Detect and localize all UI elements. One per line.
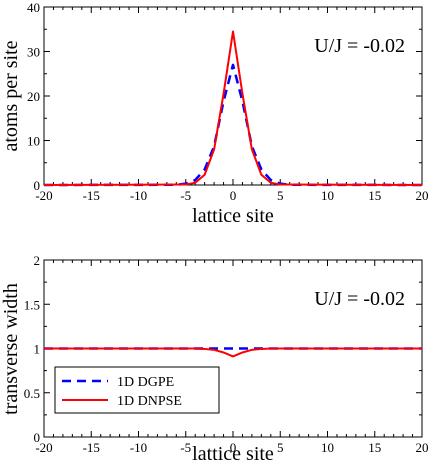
bottom-ytick-label: 1: [34, 342, 41, 357]
top-series-group: [43, 30, 423, 187]
top-xtick-label: 20: [416, 188, 429, 203]
bottom-series-group: [44, 347, 422, 358]
top-xtick-label: 5: [277, 188, 284, 203]
bottom-ytick-label: 0: [34, 430, 41, 445]
top-ytick-label: 10: [27, 134, 40, 149]
legend-label-dgpe: 1D DGPE: [117, 375, 174, 390]
bottom-xtick-label: -10: [130, 440, 147, 455]
bottom-ylabel: transverse width: [0, 283, 22, 415]
top-xtick-label: -10: [130, 188, 147, 203]
top-xtick-label: -5: [180, 188, 191, 203]
top-ticks: -20 -15 -10 -5 0 5 10 15 20 0 10 20 30 40: [27, 0, 429, 203]
bottom-panel: -20 -15 -10 -5 0 5 10 15 20 0 0.5 1 1.5 2 U/J = -0.02…: [0, 253, 429, 464]
bottom-ticks: -20 -15 -10 -5 0 5 10 15 20 0 0.5 1 1.5 2: [24, 253, 429, 455]
top-ytick-label: 20: [27, 89, 40, 104]
bottom-xtick-label: 0: [230, 440, 237, 455]
bottom-ytick-label: 0.5: [24, 386, 40, 401]
top-xtick-label: 15: [368, 188, 381, 203]
bottom-xtick-label: 5: [277, 440, 284, 455]
bottom-xtick-label: -15: [83, 440, 100, 455]
top-xtick-label: 0: [230, 188, 237, 203]
top-panel: -20 -15 -10 -5 0 5 10 15 20 0 10 20 30 40 U/J = -0.02…: [0, 0, 429, 227]
bottom-xtick-label: 10: [321, 440, 334, 455]
top-ytick-label: 0: [34, 178, 41, 193]
bottom-xlabel: lattice site: [192, 443, 274, 464]
bottom-annotation: U/J = -0.02: [314, 288, 405, 310]
top-xlabel: lattice site: [192, 205, 274, 227]
bottom-ytick-label: 1.5: [24, 297, 40, 312]
bottom-xtick-label: 15: [368, 440, 381, 455]
top-xtick-label: 10: [321, 188, 334, 203]
bottom-series-dnpse-line: [44, 347, 422, 358]
top-xtick-label: -20: [35, 188, 52, 203]
top-ytick-label: 40: [27, 0, 40, 15]
top-series-dgpe-line: [43, 63, 423, 187]
bottom-ytick-label: 2: [34, 253, 41, 268]
top-xtick-label: -15: [83, 188, 100, 203]
top-ylabel: atoms per site: [0, 40, 22, 151]
bottom-xtick-label: -5: [180, 440, 191, 455]
bottom-xtick-label: 20: [416, 440, 429, 455]
legend-label-dnpse: 1D DNPSE: [117, 394, 182, 409]
legend: 1D DGPE 1D DNPSE: [54, 366, 220, 414]
top-annotation: U/J = -0.02: [314, 35, 405, 57]
top-ytick-label: 30: [27, 45, 40, 60]
top-series-dnpse-line: [43, 30, 423, 186]
legend-box: [54, 366, 220, 414]
bottom-xtick-label: -20: [35, 440, 52, 455]
